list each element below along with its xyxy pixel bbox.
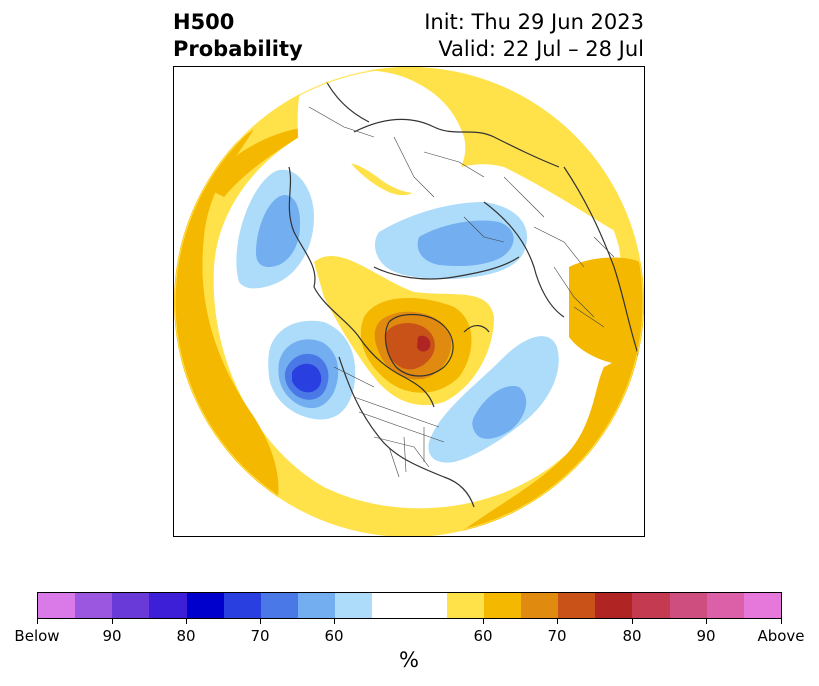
near-normal-arctic [297,69,466,217]
above-100-greenland [417,335,431,352]
title-right: Init: Thu 29 Jun 2023 Valid: 22 Jul – 28… [424,9,644,63]
colorbar-segment [483,593,522,618]
field-type: Probability [173,37,303,61]
globe-edge [174,67,644,536]
colorbar-tick-mark [483,619,484,624]
below-70-eurasia [417,220,514,267]
colorbar-segment [372,593,447,618]
colorbar-segment [186,593,224,618]
above-70-topleft [204,127,314,197]
colorbar-segment [446,593,484,618]
map-panel [173,66,645,537]
colorbar-tick-label: Below [14,627,60,645]
colorbar-segment [335,593,373,618]
colorbar-tick-mark [706,619,707,624]
colorbar-segment [223,593,261,618]
field-name: H500 [173,10,235,34]
colorbar-tick-label: 90 [696,627,716,645]
colorbar-segment [669,593,707,618]
coastlines [288,76,640,508]
colorbar-tick-mark [334,619,335,624]
near-normal-ring [224,171,575,488]
colorbar-segment [260,593,299,618]
probability-map [174,67,644,536]
colorbar-tick-mark [186,619,187,624]
colorbar-tick-label: 70 [250,627,270,645]
below-70-atlantic [472,386,527,439]
political-borders [308,106,615,478]
title-left: H500 Probability [173,9,303,63]
below-90-pacific [292,363,322,393]
colorbar-tick-label: Above [757,627,805,645]
colorbar-segment [75,593,113,618]
colorbar-tick-mark [260,619,261,624]
colorbar-tick-mark [37,619,38,624]
above-90-greenland [385,323,435,370]
colorbar-segment [743,593,782,618]
colorbar-segment [521,593,559,618]
colorbar-tick-label: 60 [324,627,344,645]
above-70-right [569,257,644,367]
colorbar-tick-label: 80 [622,627,642,645]
colorbar-segment [706,593,744,618]
colorbar-tick-label: 90 [102,627,122,645]
colorbar-segment [112,593,150,618]
colorbar-segment [298,593,336,618]
colorbar-tick-label: 60 [473,627,493,645]
colorbar-tick-mark [557,619,558,624]
colorbar-tick-mark [112,619,113,624]
init-date: Init: Thu 29 Jun 2023 [424,10,644,34]
valid-range: Valid: 22 Jul – 28 Jul [438,37,644,61]
colorbar-tick-label: 70 [547,627,567,645]
colorbar-segment [38,593,76,618]
colorbar-segment [149,593,187,618]
colorbar-segment [595,593,633,618]
colorbar-tick-mark [632,619,633,624]
colorbar-unit: % [399,648,419,672]
colorbar-tick-mark [781,619,782,624]
colorbar [37,592,782,619]
colorbar-tick-label: 80 [176,627,196,645]
colorbar-segment [558,593,596,618]
colorbar-segment [632,593,670,618]
